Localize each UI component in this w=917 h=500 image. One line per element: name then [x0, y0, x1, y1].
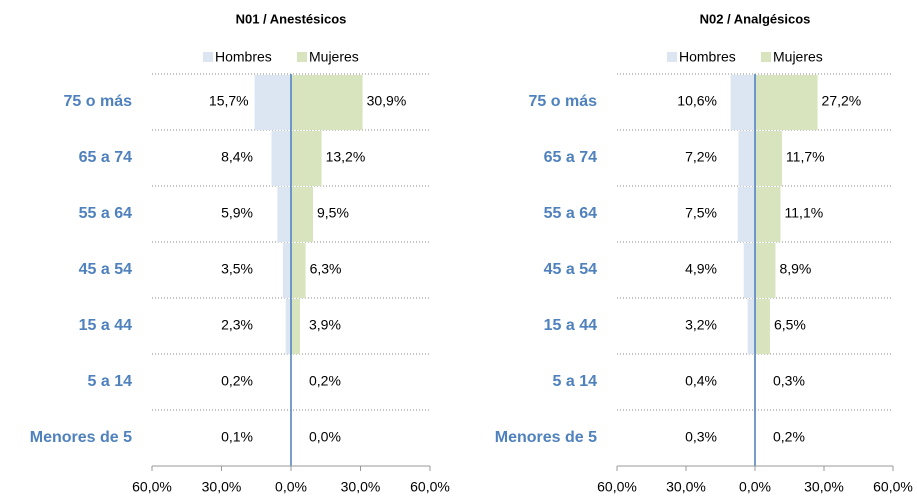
category-label: 75 o más [64, 93, 133, 110]
x-tick-label: 60,0% [597, 479, 637, 495]
x-tick-label: 30,0% [202, 479, 242, 495]
value-label: 0,2% [309, 373, 341, 389]
value-label: 0,0% [309, 429, 341, 445]
category-label: 65 a 74 [79, 149, 132, 166]
legend-swatch [761, 52, 771, 62]
value-label: 0,4% [685, 373, 717, 389]
value-label: 3,9% [309, 317, 341, 333]
x-tick-label: 0,0% [275, 479, 307, 495]
bar [282, 243, 291, 298]
value-label: 3,5% [221, 261, 253, 277]
value-label: 13,2% [326, 149, 366, 165]
bar [755, 299, 770, 354]
bar [285, 299, 291, 354]
value-label: 0,2% [773, 429, 805, 445]
category-label: 55 a 64 [79, 205, 132, 222]
bar [747, 299, 755, 354]
value-label: 9,5% [317, 205, 349, 221]
category-label: 5 a 14 [88, 373, 133, 390]
value-label: 7,5% [685, 205, 717, 221]
value-label: 2,3% [221, 317, 253, 333]
category-label: Menores de 5 [30, 429, 132, 446]
value-label: 11,7% [786, 149, 825, 165]
legend-swatch [667, 52, 677, 62]
value-label: 0,2% [221, 373, 253, 389]
category-label: 75 o más [529, 93, 598, 110]
category-label: 15 a 44 [544, 317, 597, 334]
value-label: 10,6% [677, 93, 717, 109]
value-label: 0,3% [685, 429, 717, 445]
legend-label: Mujeres [309, 49, 359, 65]
category-label: 65 a 74 [544, 149, 597, 166]
bar [254, 75, 291, 130]
x-tick-label: 0,0% [739, 479, 771, 495]
value-label: 7,2% [685, 149, 717, 165]
chart-title: N02 / Analgésicos [700, 11, 811, 26]
legend-swatch [297, 52, 307, 62]
bar [755, 131, 782, 186]
bar [738, 131, 755, 186]
category-label: 45 a 54 [79, 261, 132, 278]
x-tick-label: 60,0% [132, 479, 172, 495]
x-tick-label: 30,0% [804, 479, 844, 495]
value-label: 8,9% [779, 261, 811, 277]
bar [291, 75, 363, 130]
bar [277, 187, 291, 242]
legend-label: Hombres [215, 49, 272, 65]
category-label: 45 a 54 [544, 261, 597, 278]
x-tick-label: 60,0% [873, 479, 913, 495]
bar [755, 243, 776, 298]
chart-title: N01 / Anestésicos [236, 11, 347, 26]
value-label: 27,2% [822, 93, 862, 109]
legend-label: Hombres [679, 49, 736, 65]
value-label: 4,9% [685, 261, 717, 277]
value-label: 0,1% [221, 429, 253, 445]
bar [755, 75, 818, 130]
category-label: Menores de 5 [495, 429, 597, 446]
bar [291, 299, 301, 354]
value-label: 3,2% [685, 317, 717, 333]
bar [730, 75, 755, 130]
legend-label: Mujeres [773, 49, 823, 65]
bar [755, 187, 781, 242]
value-label: 8,4% [221, 149, 253, 165]
bar [737, 187, 755, 242]
legend-swatch [203, 52, 213, 62]
value-label: 30,9% [367, 93, 407, 109]
bar [291, 131, 322, 186]
value-label: 5,9% [221, 205, 253, 221]
category-label: 5 a 14 [553, 373, 598, 390]
bar [291, 243, 306, 298]
value-label: 15,7% [209, 93, 249, 109]
x-tick-label: 60,0% [410, 479, 450, 495]
category-label: 15 a 44 [79, 317, 132, 334]
x-tick-label: 30,0% [666, 479, 706, 495]
value-label: 6,3% [310, 261, 342, 277]
bar [271, 131, 291, 186]
value-label: 11,1% [785, 205, 824, 221]
x-tick-label: 30,0% [341, 479, 381, 495]
value-label: 0,3% [773, 373, 805, 389]
bar [743, 243, 755, 298]
value-label: 6,5% [774, 317, 806, 333]
category-label: 55 a 64 [544, 205, 597, 222]
bar [291, 187, 314, 242]
